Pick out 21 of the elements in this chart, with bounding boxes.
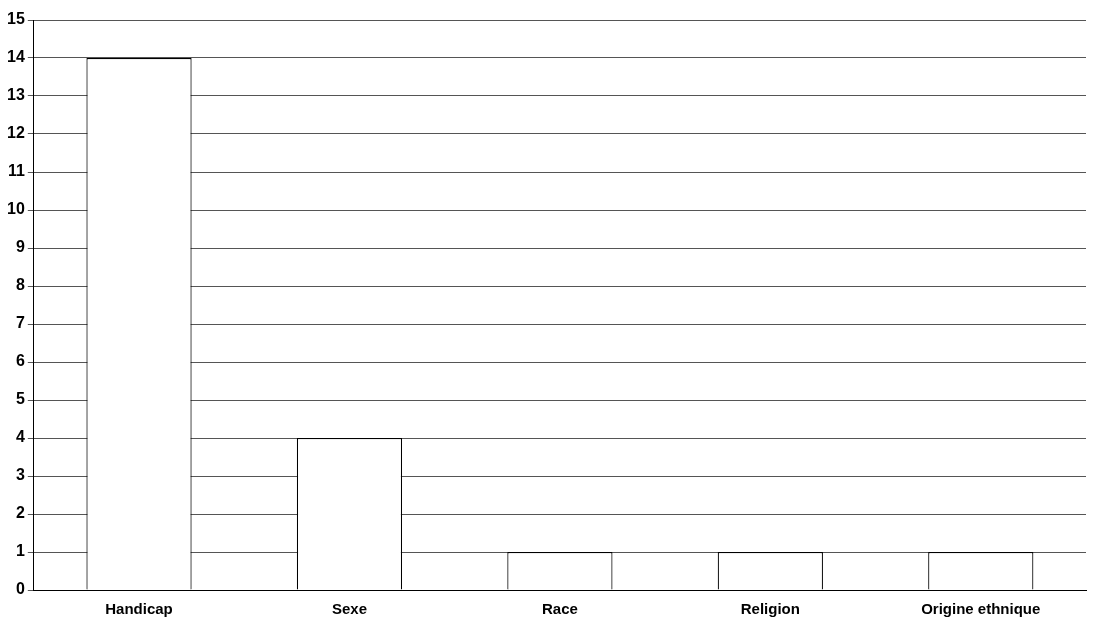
y-tick-label: 12 (7, 124, 25, 142)
y-tick-label: 11 (7, 162, 25, 180)
y-tick-label: 15 (7, 10, 25, 28)
y-tick-label: 10 (7, 200, 25, 218)
y-tick-label: 6 (15, 352, 25, 370)
x-tick-label: Handicap (105, 600, 173, 618)
y-tick-label: 2 (15, 504, 25, 522)
x-tick-label: Religion (740, 600, 800, 618)
y-tick-label: 1 (15, 542, 25, 560)
x-tick-label: Origine ethnique (921, 600, 1041, 618)
y-tick-label: 5 (15, 390, 25, 408)
y-tick-label: 0 (15, 580, 25, 598)
y-tick-label: 3 (15, 466, 25, 484)
y-tick-label: 7 (15, 314, 25, 332)
y-tick-label: 13 (7, 86, 25, 104)
x-tick-label: Race (541, 600, 578, 618)
y-tick-label: 9 (15, 238, 25, 256)
y-tick-label: 14 (7, 48, 25, 66)
x-tick-label: Sexe (331, 600, 367, 618)
y-tick-label: 8 (15, 276, 25, 294)
y-tick-label: 4 (15, 428, 25, 446)
